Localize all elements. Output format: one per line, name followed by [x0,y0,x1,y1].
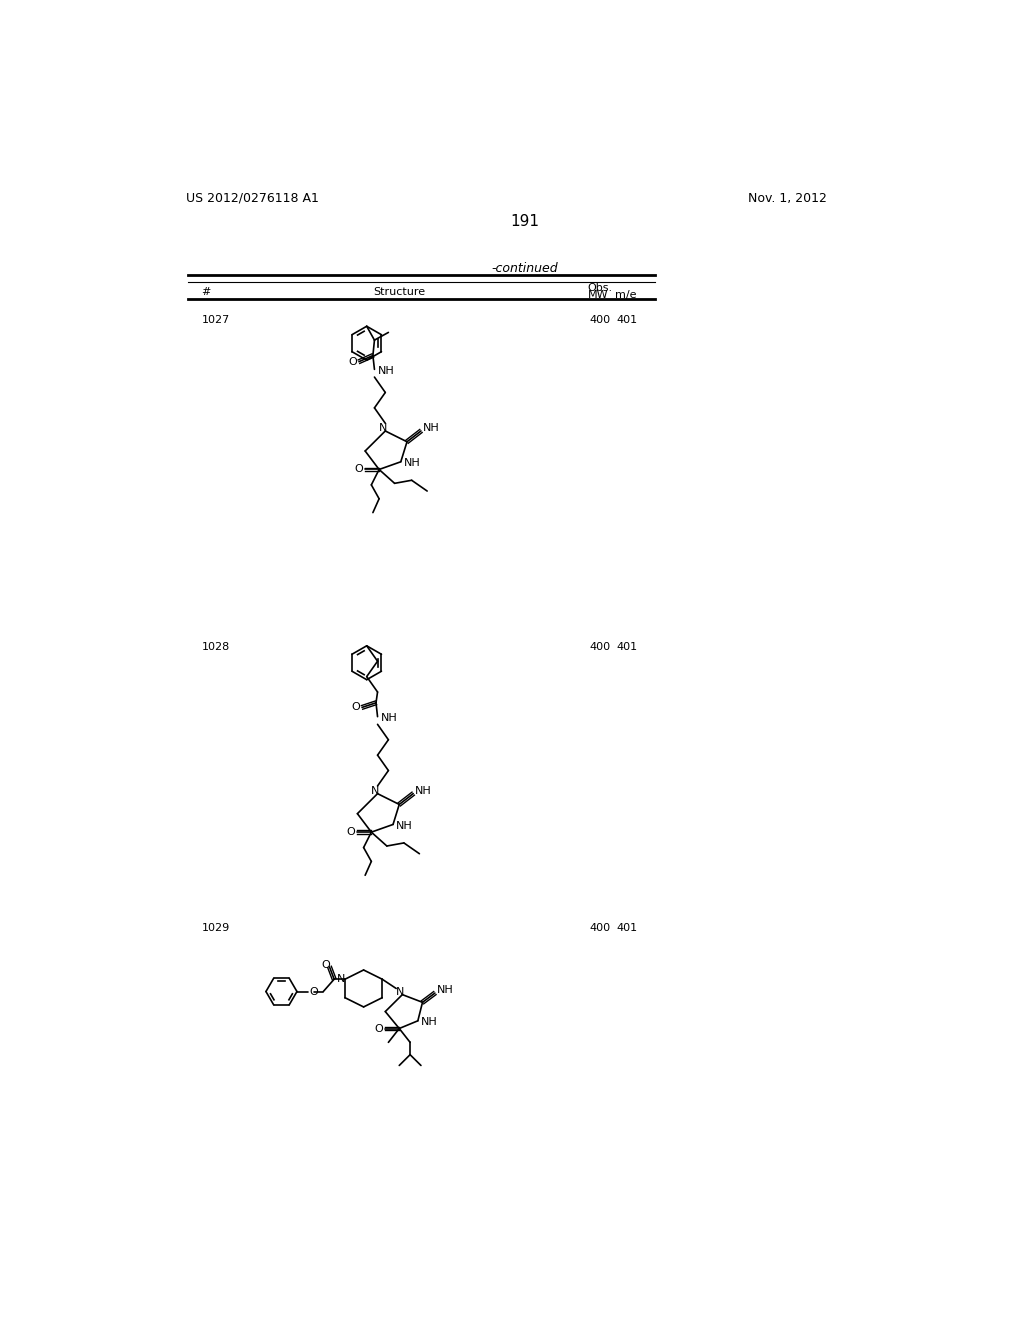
Text: O: O [351,702,360,713]
Text: 1029: 1029 [202,924,229,933]
Text: NH: NH [421,1018,437,1027]
Text: N: N [396,986,404,997]
Text: US 2012/0276118 A1: US 2012/0276118 A1 [186,191,319,205]
Text: 401: 401 [616,643,637,652]
Text: N: N [372,785,380,796]
Text: N: N [337,974,346,985]
Text: O: O [375,1023,383,1034]
Text: NH: NH [436,985,454,995]
Text: 401: 401 [616,924,637,933]
Text: MW: MW [588,289,608,300]
Text: NH: NH [415,785,431,796]
Text: 401: 401 [616,315,637,325]
Text: NH: NH [396,821,413,832]
Text: O: O [309,986,318,997]
Text: 1027: 1027 [202,315,229,325]
Text: O: O [348,356,356,367]
Text: 1028: 1028 [202,643,229,652]
Text: NH: NH [378,366,394,376]
Text: O: O [346,828,355,837]
Text: m/e: m/e [614,289,636,300]
Text: O: O [354,465,364,474]
Text: 191: 191 [510,214,540,230]
Text: Nov. 1, 2012: Nov. 1, 2012 [748,191,826,205]
Text: Structure: Structure [373,286,425,297]
Text: N: N [379,422,387,433]
Text: Obs.: Obs. [588,282,612,293]
Text: O: O [322,961,331,970]
Text: NH: NH [423,422,439,433]
Text: NH: NH [381,713,397,723]
Text: NH: NH [403,458,421,469]
Text: 400: 400 [589,643,610,652]
Text: 400: 400 [589,924,610,933]
Text: #: # [202,288,211,297]
Text: -continued: -continued [492,261,558,275]
Text: 400: 400 [589,315,610,325]
